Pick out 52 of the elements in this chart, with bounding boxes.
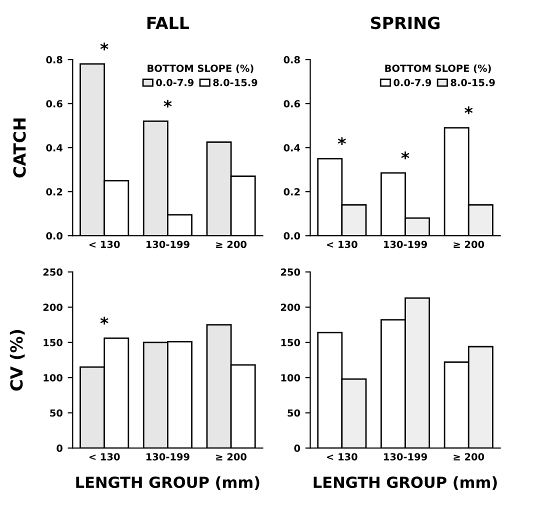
legend-title: BOTTOM SLOPE (%): [385, 64, 491, 74]
x-axis-title: LENGTH GROUP (mm): [76, 476, 260, 490]
y-tick-label: 150: [281, 338, 300, 346]
y-tick-label: 0: [56, 444, 62, 452]
legend-label: 8.0-15.9: [450, 78, 495, 86]
y-tick-label: 50: [50, 409, 62, 417]
annotation: *: [464, 106, 473, 114]
y-tick-label: 200: [281, 304, 300, 312]
y-tick-label: 0.0: [46, 232, 62, 240]
x-tick-label: < 130: [89, 453, 120, 460]
legend-title: BOTTOM SLOPE (%): [148, 64, 254, 74]
annotation: *: [100, 316, 108, 325]
annotation: *: [401, 152, 410, 160]
y-axis-title: CV (%): [10, 330, 25, 391]
legend-label: 8.0-15.9: [213, 78, 258, 86]
y-tick-label: 200: [43, 304, 62, 312]
legend-label: 0.0-7.9: [156, 78, 194, 86]
y-axis-title: CATCH: [13, 118, 26, 178]
legend-label: 0.0-7.9: [394, 78, 432, 86]
x-tick-label: < 130: [89, 240, 120, 248]
x-tick-label: < 130: [327, 453, 358, 460]
annotation: *: [164, 100, 172, 108]
y-tick-label: 0: [294, 444, 300, 452]
x-tick-label: ≥ 200: [454, 453, 484, 460]
y-tick-label: 250: [43, 268, 62, 276]
y-tick-label: 0.8: [46, 56, 62, 64]
x-tick-label: 130-199: [384, 453, 427, 460]
y-tick-label: 100: [44, 374, 62, 382]
y-tick-label: 0.4: [284, 144, 300, 152]
y-tick-label: 0.2: [284, 188, 300, 196]
annotation: *: [338, 137, 346, 145]
x-tick-label: 130-199: [384, 240, 427, 248]
y-tick-label: 150: [44, 338, 62, 346]
x-tick-label: ≥ 200: [216, 240, 246, 248]
y-tick-label: 0.8: [284, 56, 300, 64]
chart-title: FALL: [147, 16, 190, 30]
y-tick-label: 0.4: [46, 144, 62, 152]
x-tick-label: 130-199: [146, 453, 190, 460]
x-axis-title: LENGTH GROUP (mm): [314, 476, 497, 490]
x-tick-label: < 130: [327, 240, 358, 248]
annotation: *: [100, 42, 108, 50]
y-tick-label: 0.2: [46, 188, 62, 196]
y-tick-label: 100: [281, 374, 300, 382]
y-tick-label: 0.0: [284, 232, 300, 240]
y-tick-label: 250: [281, 268, 300, 276]
y-tick-label: 50: [288, 409, 300, 417]
chart-title: SPRING: [371, 16, 440, 30]
y-tick-label: 0.6: [284, 100, 300, 108]
x-tick-label: 130-199: [146, 240, 190, 248]
x-tick-label: ≥ 200: [454, 240, 484, 248]
y-tick-label: 0.6: [46, 100, 62, 108]
x-tick-label: ≥ 200: [216, 453, 246, 460]
